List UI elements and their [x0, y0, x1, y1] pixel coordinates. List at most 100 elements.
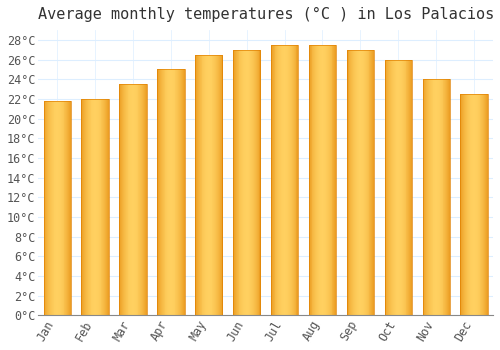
- Bar: [348, 50, 349, 315]
- Bar: [48, 101, 49, 315]
- Bar: [432, 79, 434, 315]
- Bar: [354, 50, 355, 315]
- Bar: [180, 69, 181, 315]
- Bar: [130, 84, 132, 315]
- Bar: [162, 69, 164, 315]
- Bar: [82, 99, 84, 315]
- Bar: [440, 79, 442, 315]
- Bar: [179, 69, 180, 315]
- Bar: [400, 60, 401, 315]
- Bar: [205, 55, 206, 315]
- Bar: [289, 45, 290, 315]
- Bar: [335, 45, 336, 315]
- Bar: [314, 45, 316, 315]
- Bar: [182, 69, 183, 315]
- Bar: [121, 84, 122, 315]
- Bar: [44, 101, 71, 315]
- Bar: [411, 60, 412, 315]
- Bar: [52, 101, 53, 315]
- Bar: [288, 45, 290, 315]
- Bar: [273, 45, 274, 315]
- Bar: [240, 50, 242, 315]
- Bar: [107, 99, 108, 315]
- Bar: [88, 99, 90, 315]
- Bar: [272, 45, 273, 315]
- Bar: [430, 79, 431, 315]
- Bar: [284, 45, 285, 315]
- Bar: [125, 84, 126, 315]
- Bar: [202, 55, 203, 315]
- Bar: [47, 101, 48, 315]
- Bar: [108, 99, 109, 315]
- Bar: [357, 50, 358, 315]
- Bar: [128, 84, 130, 315]
- Bar: [64, 101, 66, 315]
- Bar: [176, 69, 178, 315]
- Bar: [204, 55, 206, 315]
- Bar: [59, 101, 60, 315]
- Bar: [57, 101, 58, 315]
- Bar: [256, 50, 258, 315]
- Bar: [66, 101, 68, 315]
- Bar: [236, 50, 238, 315]
- Bar: [439, 79, 440, 315]
- Bar: [422, 79, 450, 315]
- Bar: [51, 101, 52, 315]
- Bar: [126, 84, 128, 315]
- Bar: [49, 101, 50, 315]
- Bar: [242, 50, 243, 315]
- Bar: [348, 50, 350, 315]
- Bar: [438, 79, 439, 315]
- Bar: [157, 69, 184, 315]
- Bar: [290, 45, 291, 315]
- Bar: [429, 79, 430, 315]
- Bar: [161, 69, 162, 315]
- Bar: [367, 50, 368, 315]
- Bar: [209, 55, 210, 315]
- Bar: [396, 60, 398, 315]
- Bar: [170, 69, 171, 315]
- Bar: [280, 45, 281, 315]
- Bar: [436, 79, 438, 315]
- Bar: [330, 45, 332, 315]
- Bar: [236, 50, 237, 315]
- Bar: [444, 79, 446, 315]
- Bar: [447, 79, 448, 315]
- Bar: [168, 69, 170, 315]
- Bar: [69, 101, 70, 315]
- Bar: [366, 50, 367, 315]
- Bar: [283, 45, 284, 315]
- Bar: [370, 50, 372, 315]
- Bar: [358, 50, 359, 315]
- Bar: [372, 50, 374, 315]
- Bar: [198, 55, 199, 315]
- Bar: [446, 79, 448, 315]
- Bar: [244, 50, 245, 315]
- Bar: [52, 101, 54, 315]
- Bar: [44, 101, 46, 315]
- Bar: [255, 50, 256, 315]
- Bar: [96, 99, 97, 315]
- Bar: [253, 50, 254, 315]
- Bar: [164, 69, 166, 315]
- Bar: [196, 55, 197, 315]
- Bar: [368, 50, 370, 315]
- Bar: [296, 45, 298, 315]
- Bar: [384, 60, 386, 315]
- Bar: [159, 69, 160, 315]
- Bar: [233, 50, 234, 315]
- Bar: [87, 99, 88, 315]
- Bar: [352, 50, 354, 315]
- Bar: [278, 45, 280, 315]
- Bar: [398, 60, 400, 315]
- Bar: [319, 45, 320, 315]
- Bar: [460, 94, 487, 315]
- Bar: [172, 69, 174, 315]
- Bar: [422, 79, 424, 315]
- Bar: [157, 69, 158, 315]
- Bar: [136, 84, 137, 315]
- Bar: [123, 84, 124, 315]
- Bar: [246, 50, 248, 315]
- Bar: [294, 45, 296, 315]
- Bar: [218, 55, 219, 315]
